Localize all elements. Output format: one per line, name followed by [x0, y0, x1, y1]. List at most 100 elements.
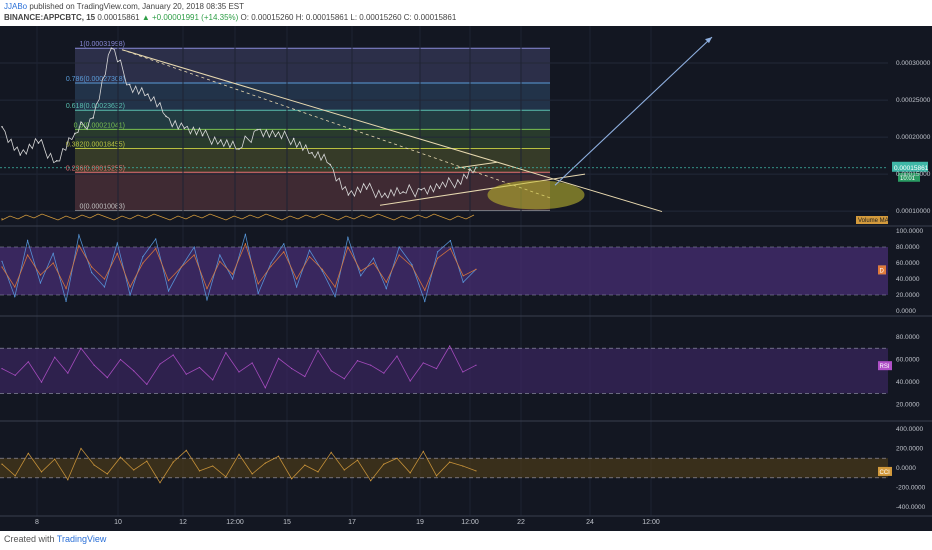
indicator-point	[257, 283, 259, 285]
indicator-point	[347, 246, 349, 248]
indicator-point	[462, 371, 464, 373]
indicator-point	[180, 266, 182, 268]
indicator-point	[475, 268, 477, 270]
price-tick-label: 0.00030000	[896, 60, 931, 67]
indicator-point	[14, 286, 16, 288]
indicator-point	[67, 479, 69, 481]
price-point	[256, 128, 259, 131]
indicator-point	[462, 465, 464, 467]
indicator-point	[78, 234, 80, 236]
price-point	[238, 148, 240, 150]
last-price-label: 0.00015861	[894, 165, 929, 172]
indicator-tick-label: 20.0000	[896, 402, 920, 409]
indicator-point	[270, 262, 272, 264]
indicator-point	[296, 286, 298, 288]
chart-canvas[interactable]: 1(0.00031998)0.786(0.00027308)0.618(0.00…	[0, 26, 932, 531]
time-tick-label: 24	[586, 519, 594, 526]
indicator-point	[225, 476, 227, 478]
fib-zone	[75, 110, 550, 130]
indicator-tick-label: -200.0000	[896, 485, 926, 492]
indicator-point	[14, 296, 16, 298]
fib-zone	[75, 129, 550, 149]
indicator-point	[296, 278, 298, 280]
price-point	[329, 163, 331, 166]
price-point	[165, 115, 167, 118]
fib-level-label: 0.382(0.00018455)	[66, 142, 125, 149]
indicator-point	[225, 352, 227, 354]
price-point	[274, 135, 277, 138]
indicator-point	[264, 387, 266, 389]
tradingview-brand[interactable]: TradingView	[56, 534, 107, 544]
price-tick-label: 0.00015000	[896, 171, 931, 178]
published-text: published on TradingView.com, January 20…	[29, 2, 245, 11]
price-change: ▲ +0.00001991 (+14.35%)	[141, 13, 239, 22]
indicator-point	[422, 362, 424, 364]
indicator-point	[330, 451, 332, 453]
indicator-point	[244, 243, 247, 245]
price-tick-label: 0.00010000	[896, 208, 931, 215]
indicator-point	[308, 249, 311, 251]
short-trendline	[454, 161, 498, 169]
ascending-trendline	[379, 173, 586, 206]
publish-line: JJABo published on TradingView.com, Janu…	[4, 2, 244, 11]
indicator-point	[212, 379, 214, 381]
indicator-panes	[0, 233, 888, 484]
indicator-point	[360, 275, 362, 277]
price-point	[201, 134, 204, 137]
indicator-point	[54, 356, 56, 358]
indicator-point	[80, 447, 82, 450]
indicator-tick-label: 40.0000	[896, 276, 920, 283]
indicator-tag-label: D	[880, 268, 885, 274]
indicator-tick-label: 200.0000	[896, 445, 923, 452]
indicator-point	[385, 281, 387, 283]
volume-ma-label: Volume MA	[858, 218, 889, 224]
indicator-point	[1, 260, 3, 262]
indicator-point	[27, 240, 29, 242]
fib-level-label: 0.236(0.00015255)	[66, 165, 125, 172]
indicator-point	[398, 254, 400, 256]
indicator-point	[422, 450, 424, 452]
indicator-point	[330, 370, 332, 372]
indicator-tick-label: 80.0000	[896, 244, 920, 251]
indicator-tick-label: 400.0000	[896, 426, 923, 433]
indicator-point	[411, 264, 413, 266]
indicator-point	[116, 242, 118, 244]
indicator-point	[212, 465, 214, 467]
indicator-point	[396, 355, 398, 357]
indicator-point	[193, 246, 195, 248]
price-point	[147, 93, 149, 95]
price-point	[311, 151, 313, 154]
indicator-point	[133, 469, 135, 471]
volume-ma-tag	[856, 216, 888, 224]
price-tick-label: 0.00025000	[896, 97, 931, 104]
indicator-point	[398, 246, 400, 248]
time-tick-label: 12:00	[226, 519, 244, 526]
indicator-point	[80, 347, 82, 349]
indicator-point	[283, 251, 285, 253]
indicator-point	[193, 254, 195, 256]
indicator-point	[155, 248, 157, 250]
indicator-point	[14, 475, 16, 477]
created-with-text: Created with	[4, 534, 55, 544]
volume-ma-line	[1, 213, 475, 221]
indicator-tag-label: CCI	[880, 470, 891, 476]
price-point	[420, 188, 423, 191]
price-series-group	[1, 47, 477, 221]
indicator-point	[372, 257, 375, 259]
indicator-point	[436, 251, 439, 253]
author-link[interactable]: JJABo	[4, 2, 28, 11]
indicator-point	[356, 459, 359, 461]
indicator-line-k	[1, 233, 477, 303]
indicator-tick-label: 20.0000	[896, 292, 920, 299]
fib-zone	[75, 48, 550, 83]
fib-zone	[75, 148, 550, 173]
time-tick-label: 19	[416, 519, 424, 526]
indicator-tick-label: -400.0000	[896, 504, 926, 511]
price-point	[55, 160, 58, 162]
indicator-point	[343, 378, 345, 380]
indicator-point	[39, 274, 42, 276]
symbol-name: BINANCE:APPCBTC, 15	[4, 13, 96, 22]
indicator-point	[475, 364, 477, 366]
projection-arrow	[554, 36, 713, 186]
indicator-point	[462, 281, 464, 283]
